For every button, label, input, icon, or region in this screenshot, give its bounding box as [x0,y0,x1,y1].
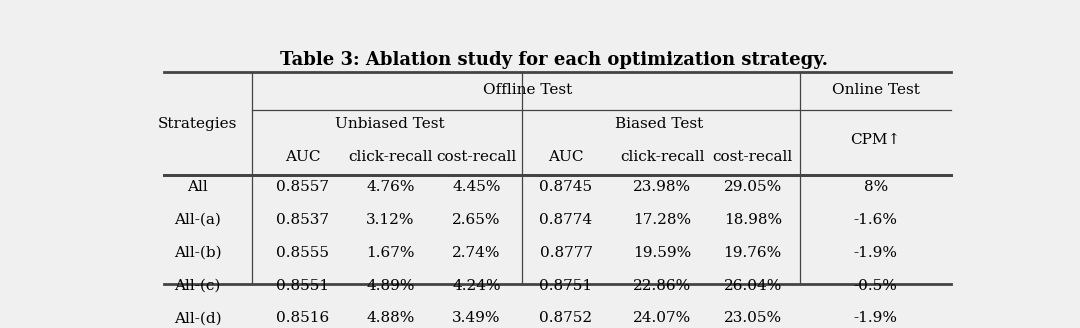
Text: 19.59%: 19.59% [633,246,691,260]
Text: 4.88%: 4.88% [366,312,415,325]
Text: Table 3: Ablation study for each optimization strategy.: Table 3: Ablation study for each optimiz… [280,51,827,69]
Text: CPM↑: CPM↑ [851,133,901,147]
Text: All-(b): All-(b) [174,246,221,260]
Text: 23.98%: 23.98% [633,180,691,194]
Text: 4.76%: 4.76% [366,180,415,194]
Text: AUC: AUC [549,150,584,164]
Text: 18.98%: 18.98% [724,213,782,227]
Text: click-recall: click-recall [620,150,704,164]
Text: Offline Test: Offline Test [483,83,572,97]
Text: -1.9%: -1.9% [854,246,897,260]
Text: 0.8537: 0.8537 [275,213,329,227]
Text: 8%: 8% [864,180,888,194]
Text: All-(a): All-(a) [174,213,221,227]
Text: cost-recall: cost-recall [713,150,793,164]
Text: 2.74%: 2.74% [453,246,501,260]
Text: 17.28%: 17.28% [633,213,691,227]
Text: 3.49%: 3.49% [453,312,501,325]
Text: click-recall: click-recall [348,150,432,164]
Text: 22.86%: 22.86% [633,278,691,293]
Text: -1.6%: -1.6% [854,213,897,227]
Text: 26.04%: 26.04% [724,278,782,293]
Text: 29.05%: 29.05% [724,180,782,194]
Text: 4.45%: 4.45% [453,180,501,194]
Text: 19.76%: 19.76% [724,246,782,260]
Text: 3.12%: 3.12% [366,213,415,227]
Text: 0.8555: 0.8555 [275,246,329,260]
Text: AUC: AUC [285,150,320,164]
Text: cost-recall: cost-recall [436,150,516,164]
Text: 4.24%: 4.24% [453,278,501,293]
Text: 1.67%: 1.67% [366,246,415,260]
Text: 0.8551: 0.8551 [275,278,329,293]
Text: Biased Test: Biased Test [616,117,703,131]
Text: 0.8777: 0.8777 [540,246,593,260]
Text: All-(d): All-(d) [174,312,221,325]
Text: 0.8774: 0.8774 [540,213,593,227]
Text: 23.05%: 23.05% [724,312,782,325]
Text: 0.8751: 0.8751 [540,278,593,293]
Text: -1.9%: -1.9% [854,312,897,325]
Text: Online Test: Online Test [832,83,920,97]
Text: 0.8557: 0.8557 [275,180,329,194]
Text: 2.65%: 2.65% [453,213,501,227]
Text: 24.07%: 24.07% [633,312,691,325]
Text: Unbiased Test: Unbiased Test [335,117,444,131]
Text: All: All [188,180,208,194]
Text: 0.8752: 0.8752 [540,312,593,325]
Text: 0.8745: 0.8745 [540,180,593,194]
Text: 4.89%: 4.89% [366,278,415,293]
Text: -0.5%: -0.5% [854,278,897,293]
Text: All-(c): All-(c) [175,278,221,293]
Text: 0.8516: 0.8516 [275,312,329,325]
Text: Strategies: Strategies [158,117,238,131]
